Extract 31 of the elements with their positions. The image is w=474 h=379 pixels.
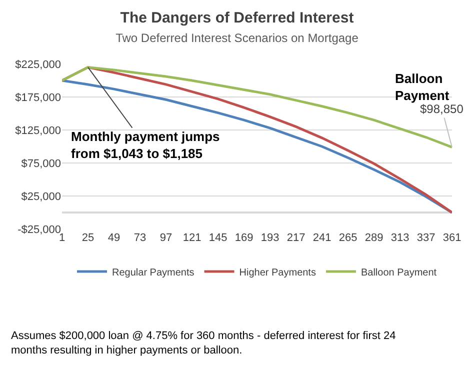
x-tick-label: 217 [286, 232, 306, 244]
x-tick-label: 145 [208, 232, 228, 244]
text: Assumes $200,000 loan @ 4.75% for 360 months - deferred interest for first 24 months resulting in higher payments or balloon. [11, 330, 396, 356]
legend-label: Balloon Payment [360, 267, 437, 278]
y-tick-label: $225,000 [15, 58, 61, 71]
y-tick-label: -$25,000 [18, 224, 61, 236]
legend-label: Higher Payments [239, 267, 316, 278]
x-tick-label: 169 [234, 232, 254, 244]
annotation: $98,850 [420, 102, 464, 116]
annotation: Balloon Payment [395, 71, 450, 103]
x-tick-label: 73 [134, 232, 146, 244]
chart-subtitle: Two Deferred Interest Scenarios on Mortgage [116, 31, 359, 46]
x-tick-label: 97 [160, 232, 172, 244]
x-tick-label: 49 [108, 232, 120, 244]
x-tick-label: 289 [364, 232, 384, 244]
annotation: Monthly payment jumps from $1,043 to $1,185 [71, 129, 220, 161]
x-tick-label: 265 [338, 232, 358, 244]
chart-title: The Dangers of Deferred Interest [120, 10, 354, 27]
x-tick-label: 361 [442, 232, 462, 244]
x-tick-label: 337 [416, 232, 436, 244]
y-tick-label: $175,000 [15, 92, 61, 104]
x-tick-label: 313 [390, 232, 410, 244]
x-tick-label: 241 [312, 232, 332, 244]
legend-label: Regular Payments [112, 267, 194, 278]
y-tick-label: $25,000 [21, 190, 61, 203]
x-tick-label: 1 [58, 232, 66, 244]
x-tick-label: 193 [260, 232, 280, 244]
x-tick-label: 25 [82, 232, 94, 244]
y-tick-label: $125,000 [15, 124, 61, 137]
y-tick-label: $75,000 [21, 158, 61, 170]
x-tick-label: 121 [182, 232, 202, 244]
